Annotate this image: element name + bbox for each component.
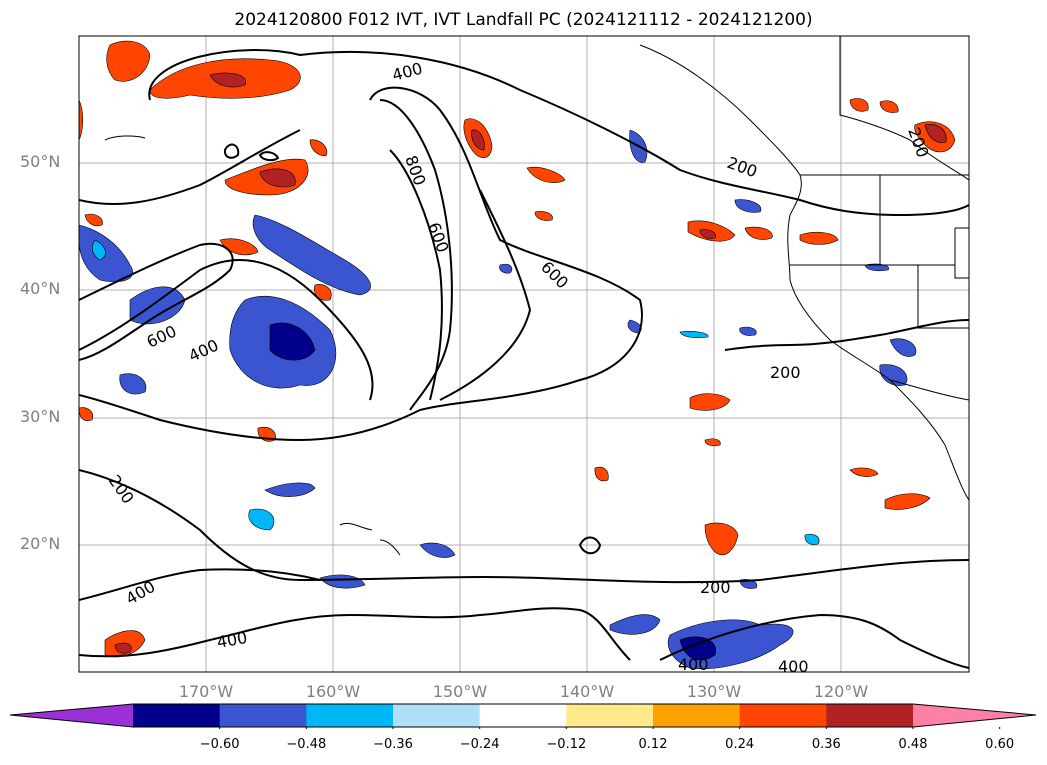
colorbar-tick-label: −0.24 [459,737,500,752]
colorbar-segment [306,704,394,727]
colorbar-tick-label: 0.48 [898,737,928,752]
lon-label-170w: 170°W [178,682,234,701]
contour-label: 200 [770,363,801,382]
colorbar-segment [393,704,481,727]
map-frame [78,35,970,673]
lon-label-130w: 130°W [686,682,742,701]
coastlines [104,36,969,556]
colorbar-tick-label: −0.36 [373,737,413,752]
lon-label-160w: 160°W [305,682,361,701]
colorbar-tick-label: 0.36 [811,737,841,752]
colorbar-tick-label: 0.60 [985,737,1015,752]
colorbar-segment [479,704,567,727]
lon-label-120w: 120°W [813,682,869,701]
colorbar-segment [739,704,827,727]
contour-label: 400 [678,655,709,674]
colorbar-segment [653,704,741,727]
colorbar-tick-label: 0.12 [638,737,668,752]
lat-label-50n: 50°N [20,152,61,171]
colorbar-extend-high [913,704,1036,727]
colorbar-tick-label: −0.48 [286,737,327,752]
colorbar-tick-label: −0.12 [546,737,587,752]
colorbar-outline [10,703,1036,728]
map-title: 2024120800 F012 IVT, IVT Landfall PC (20… [234,10,813,30]
contour-label: 200 [700,578,731,597]
lat-label-40n: 40°N [20,279,61,298]
colorbar-tick-label: −0.60 [199,737,240,752]
lon-label-150w: 150°W [432,682,488,701]
ivt-contours [79,49,969,669]
map-panel [79,36,969,672]
lon-label-140w: 140°W [559,682,615,701]
colorbar-segment [826,704,914,727]
colorbar [10,703,1036,729]
lat-label-30n: 30°N [20,407,61,426]
lat-label-20n: 20°N [20,534,61,553]
colorbar-segment [133,704,221,727]
colorbar-tick-label: 0.24 [725,737,755,752]
colorbar-extend-low [10,704,133,727]
colorbar-segment [219,704,307,727]
negative-anomaly-areas [79,129,917,670]
colorbar-segment [566,704,654,727]
contour-label: 400 [778,657,809,676]
